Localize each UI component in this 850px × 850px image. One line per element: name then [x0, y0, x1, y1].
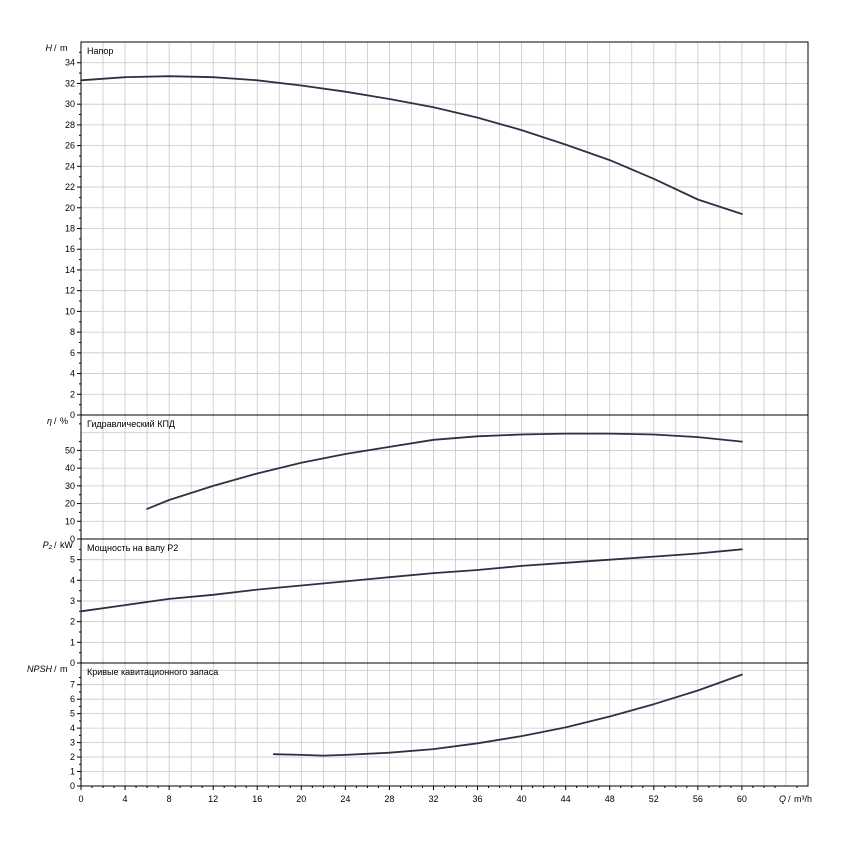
panel-title: Кривые кавитационного запаса [87, 667, 218, 677]
x-axis-unit: m³/h [794, 794, 812, 804]
y-tick-label: 3 [70, 738, 75, 748]
x-tick-label: 40 [517, 794, 527, 804]
y-tick-label: 5 [70, 555, 75, 565]
y-tick-label: 8 [70, 327, 75, 337]
panel-title: Напор [87, 46, 113, 56]
y-axis-symbol: P₂ [43, 540, 53, 550]
y-tick-label: 22 [65, 182, 75, 192]
y-tick-label: 10 [65, 306, 75, 316]
x-axis-symbol: Q [779, 794, 786, 804]
npsh-panel-curve [272, 673, 743, 757]
y-axis-separator: / [54, 664, 57, 674]
y-tick-label: 34 [65, 58, 75, 68]
y-axis-symbol: η [47, 416, 52, 426]
y-axis-unit: m [60, 43, 68, 53]
curve-layer [80, 75, 743, 757]
y-tick-label: 7 [70, 680, 75, 690]
y-axis-unit: kW [60, 540, 74, 550]
y-tick-label: 50 [65, 445, 75, 455]
y-tick-label: 1 [70, 767, 75, 777]
y-tick-label: 0 [70, 658, 75, 668]
y-tick-label: 20 [65, 499, 75, 509]
y-tick-label: 28 [65, 120, 75, 130]
y-axis-unit: % [60, 416, 68, 426]
y-tick-label: 14 [65, 265, 75, 275]
y-axis-unit: m [60, 664, 68, 674]
y-axis-symbol: NPSH [27, 664, 53, 674]
x-tick-label: 52 [649, 794, 659, 804]
x-tick-label: 60 [737, 794, 747, 804]
grid-layer [81, 42, 808, 786]
y-tick-label: 18 [65, 224, 75, 234]
y-axis-separator: / [54, 43, 57, 53]
y-tick-label: 3 [70, 596, 75, 606]
x-tick-label: 20 [296, 794, 306, 804]
x-tick-label: 44 [561, 794, 571, 804]
efficiency-panel-curve [146, 432, 743, 510]
x-tick-label: 12 [208, 794, 218, 804]
y-tick-label: 2 [70, 617, 75, 627]
panel-title: Гидравлический КПД [87, 419, 175, 429]
x-tick-label: 24 [340, 794, 350, 804]
y-tick-label: 12 [65, 286, 75, 296]
y-tick-label: 2 [70, 752, 75, 762]
y-tick-label: 10 [65, 516, 75, 526]
x-tick-label: 28 [384, 794, 394, 804]
y-tick-label: 32 [65, 78, 75, 88]
x-tick-label: 32 [428, 794, 438, 804]
y-tick-label: 1 [70, 637, 75, 647]
y-tick-label: 6 [70, 348, 75, 358]
x-axis-separator: / [788, 794, 791, 804]
y-tick-label: 4 [70, 369, 75, 379]
y-tick-label: 30 [65, 481, 75, 491]
y-tick-label: 2 [70, 389, 75, 399]
y-tick-label: 26 [65, 141, 75, 151]
y-tick-label: 4 [70, 575, 75, 585]
y-tick-label: 30 [65, 99, 75, 109]
y-tick-label: 40 [65, 463, 75, 473]
y-axis-separator: / [54, 416, 57, 426]
y-tick-label: 16 [65, 244, 75, 254]
head-panel-curve [80, 75, 743, 215]
panel-title: Мощность на валу P2 [87, 543, 178, 553]
y-tick-label: 0 [70, 534, 75, 544]
y-tick-label: 24 [65, 161, 75, 171]
x-tick-label: 4 [123, 794, 128, 804]
y-tick-label: 4 [70, 723, 75, 733]
x-tick-label: 56 [693, 794, 703, 804]
x-tick-label: 16 [252, 794, 262, 804]
power-panel-curve [80, 548, 743, 613]
y-tick-label: 20 [65, 203, 75, 213]
y-tick-label: 0 [70, 781, 75, 791]
y-tick-label: 0 [70, 410, 75, 420]
x-tick-label: 0 [78, 794, 83, 804]
frame-layer [77, 41, 809, 790]
x-tick-label: 36 [473, 794, 483, 804]
y-tick-label: 6 [70, 694, 75, 704]
y-tick-label: 5 [70, 709, 75, 719]
y-axis-separator: / [54, 540, 57, 550]
x-tick-label: 48 [605, 794, 615, 804]
x-tick-label: 8 [167, 794, 172, 804]
y-axis-symbol: H [46, 43, 53, 53]
